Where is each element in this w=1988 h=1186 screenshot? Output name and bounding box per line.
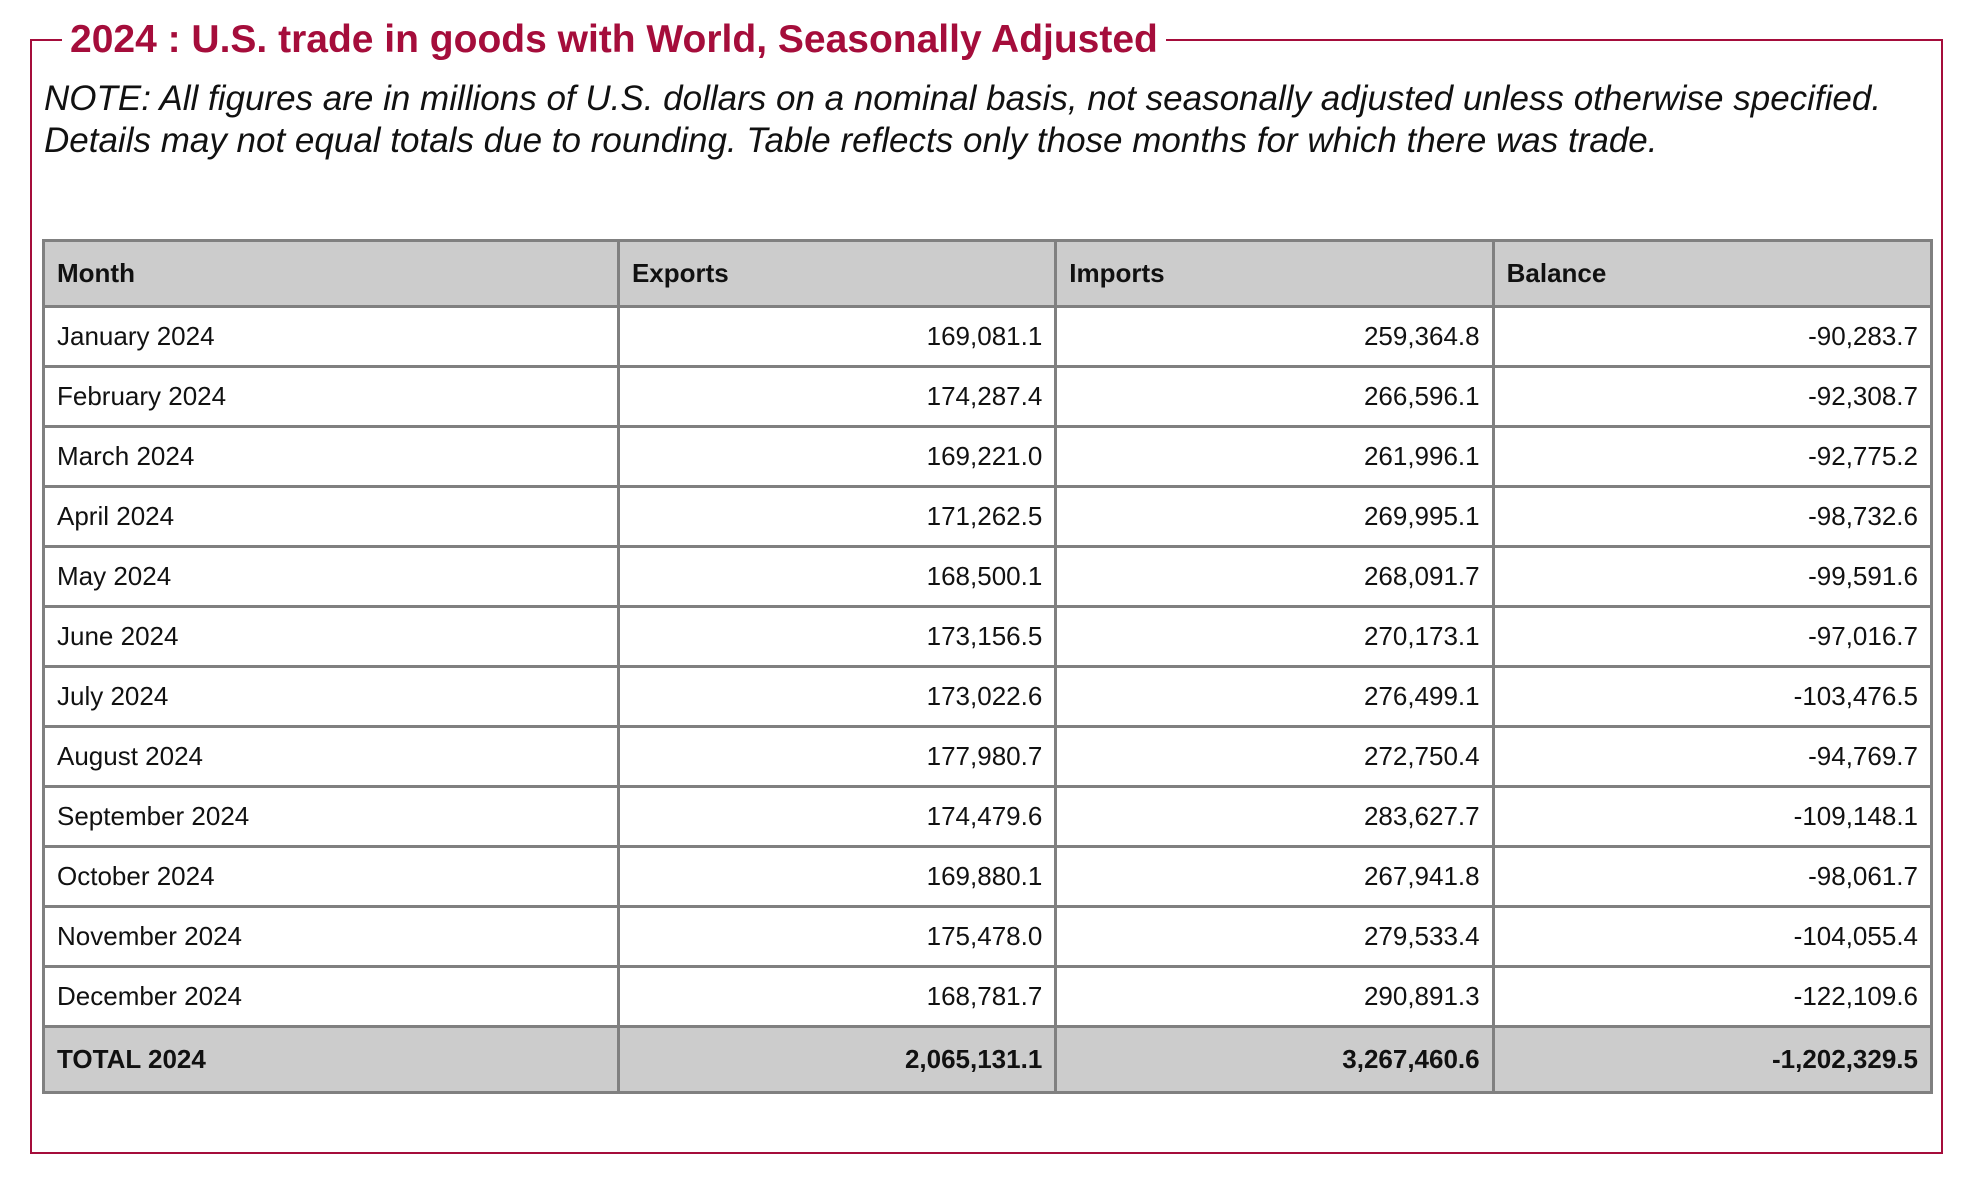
- column-header-month: Month: [42, 239, 620, 308]
- table-header-row: Month Exports Imports Balance: [42, 239, 1934, 308]
- cell-balance: -122,109.6: [1491, 965, 1934, 1028]
- cell-imports: 276,499.1: [1054, 665, 1495, 728]
- table-row: June 2024 173,156.5 270,173.1 -97,016.7: [42, 605, 1934, 668]
- cell-balance: -90,283.7: [1491, 305, 1934, 368]
- trade-table: Month Exports Imports Balance January 20…: [42, 239, 1934, 1094]
- cell-month: July 2024: [42, 665, 620, 728]
- cell-exports: 171,262.5: [616, 485, 1058, 548]
- column-header-exports: Exports: [616, 239, 1058, 308]
- total-exports: 2,065,131.1: [616, 1025, 1058, 1094]
- cell-exports: 173,156.5: [616, 605, 1058, 668]
- table-row: July 2024 173,022.6 276,499.1 -103,476.5: [42, 665, 1934, 728]
- cell-exports: 174,479.6: [616, 785, 1058, 848]
- total-label: TOTAL 2024: [42, 1025, 620, 1094]
- table-row: November 2024 175,478.0 279,533.4 -104,0…: [42, 905, 1934, 968]
- page-title: 2024 : U.S. trade in goods with World, S…: [70, 18, 1158, 61]
- cell-exports: 169,880.1: [616, 845, 1058, 908]
- table-row: December 2024 168,781.7 290,891.3 -122,1…: [42, 965, 1934, 1028]
- table-row: October 2024 169,880.1 267,941.8 -98,061…: [42, 845, 1934, 908]
- cell-month: February 2024: [42, 365, 620, 428]
- cell-balance: -92,308.7: [1491, 365, 1934, 428]
- cell-month: September 2024: [42, 785, 620, 848]
- cell-imports: 266,596.1: [1054, 365, 1495, 428]
- cell-exports: 174,287.4: [616, 365, 1058, 428]
- table-row: August 2024 177,980.7 272,750.4 -94,769.…: [42, 725, 1934, 788]
- column-header-imports: Imports: [1054, 239, 1495, 308]
- cell-month: April 2024: [42, 485, 620, 548]
- cell-exports: 168,500.1: [616, 545, 1058, 608]
- note: NOTE: All figures are in millions of U.S…: [44, 78, 1934, 162]
- table-row: March 2024 169,221.0 261,996.1 -92,775.2: [42, 425, 1934, 488]
- cell-exports: 169,081.1: [616, 305, 1058, 368]
- total-balance: -1,202,329.5: [1491, 1025, 1934, 1094]
- cell-month: December 2024: [42, 965, 620, 1028]
- cell-balance: -98,061.7: [1491, 845, 1934, 908]
- cell-imports: 272,750.4: [1054, 725, 1495, 788]
- cell-exports: 175,478.0: [616, 905, 1058, 968]
- cell-imports: 290,891.3: [1054, 965, 1495, 1028]
- cell-month: August 2024: [42, 725, 620, 788]
- cell-month: May 2024: [42, 545, 620, 608]
- cell-balance: -97,016.7: [1491, 605, 1934, 668]
- table-row: April 2024 171,262.5 269,995.1 -98,732.6: [42, 485, 1934, 548]
- cell-month: November 2024: [42, 905, 620, 968]
- cell-month: June 2024: [42, 605, 620, 668]
- cell-imports: 268,091.7: [1054, 545, 1495, 608]
- cell-exports: 169,221.0: [616, 425, 1058, 488]
- cell-imports: 259,364.8: [1054, 305, 1495, 368]
- cell-month: October 2024: [42, 845, 620, 908]
- table-row: September 2024 174,479.6 283,627.7 -109,…: [42, 785, 1934, 848]
- cell-exports: 173,022.6: [616, 665, 1058, 728]
- cell-exports: 168,781.7: [616, 965, 1058, 1028]
- cell-balance: -104,055.4: [1491, 905, 1934, 968]
- column-header-balance: Balance: [1491, 239, 1934, 308]
- cell-imports: 267,941.8: [1054, 845, 1495, 908]
- cell-imports: 261,996.1: [1054, 425, 1495, 488]
- cell-imports: 270,173.1: [1054, 605, 1495, 668]
- cell-balance: -94,769.7: [1491, 725, 1934, 788]
- cell-balance: -99,591.6: [1491, 545, 1934, 608]
- total-imports: 3,267,460.6: [1054, 1025, 1495, 1094]
- table-row: January 2024 169,081.1 259,364.8 -90,283…: [42, 305, 1934, 368]
- cell-balance: -92,775.2: [1491, 425, 1934, 488]
- note-line-2: Details may not equal totals due to roun…: [44, 121, 1658, 160]
- trade-panel: 2024 : U.S. trade in goods with World, S…: [30, 18, 1943, 1154]
- cell-balance: -103,476.5: [1491, 665, 1934, 728]
- table-total-row: TOTAL 2024 2,065,131.1 3,267,460.6 -1,20…: [42, 1025, 1934, 1094]
- cell-imports: 269,995.1: [1054, 485, 1495, 548]
- cell-balance: -98,732.6: [1491, 485, 1934, 548]
- cell-exports: 177,980.7: [616, 725, 1058, 788]
- cell-month: January 2024: [42, 305, 620, 368]
- cell-imports: 279,533.4: [1054, 905, 1495, 968]
- cell-month: March 2024: [42, 425, 620, 488]
- table-row: February 2024 174,287.4 266,596.1 -92,30…: [42, 365, 1934, 428]
- cell-balance: -109,148.1: [1491, 785, 1934, 848]
- note-line-1: NOTE: All figures are in millions of U.S…: [44, 79, 1882, 118]
- table-row: May 2024 168,500.1 268,091.7 -99,591.6: [42, 545, 1934, 608]
- cell-imports: 283,627.7: [1054, 785, 1495, 848]
